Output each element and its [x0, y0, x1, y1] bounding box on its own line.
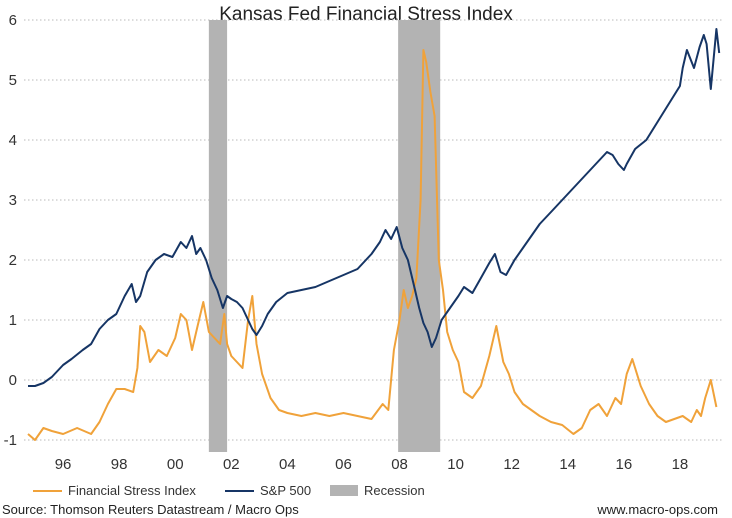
source-note: Source: Thomson Reuters Datastream / Mac… — [2, 502, 299, 517]
website-note: www.macro-ops.com — [596, 502, 718, 517]
recession-bands — [208, 20, 441, 452]
y-tick-label: 6 — [9, 12, 17, 29]
y-tick-label: 1 — [9, 312, 17, 329]
x-tick-label: 96 — [55, 456, 72, 473]
x-tick-label: 08 — [391, 456, 408, 473]
x-tick-label: 14 — [559, 456, 576, 473]
series-line-sp500 — [28, 28, 721, 387]
x-tick-label: 02 — [223, 456, 240, 473]
x-tick-label: 06 — [335, 456, 352, 473]
x-tick-label: 10 — [447, 456, 464, 473]
y-tick-label: 0 — [9, 372, 17, 389]
legend-swatch-recession — [330, 485, 358, 496]
y-tick-label: 2 — [9, 252, 17, 269]
gridlines — [24, 19, 722, 441]
x-tick-label: 04 — [279, 456, 296, 473]
x-tick-label: 12 — [503, 456, 520, 473]
y-axis-ticks: -1 0 1 2 3 4 5 6 — [4, 12, 17, 449]
y-tick-label: 4 — [9, 132, 17, 149]
recession-band — [208, 20, 228, 452]
series-lines — [27, 28, 721, 441]
chart-title: Kansas Fed Financial Stress Index — [219, 4, 513, 25]
legend-label-stress-index: Financial Stress Index — [68, 483, 196, 498]
x-tick-label: 00 — [167, 456, 184, 473]
series-line-stress-index — [27, 49, 718, 441]
y-tick-label: 3 — [9, 192, 17, 209]
x-tick-label: 98 — [111, 456, 128, 473]
x-tick-label: 18 — [672, 456, 689, 473]
y-tick-label: -1 — [4, 432, 17, 449]
x-tick-label: 16 — [616, 456, 633, 473]
legend-label-sp500: S&P 500 — [260, 483, 311, 498]
x-axis-ticks: 96 98 00 02 04 06 08 10 12 14 16 18 — [55, 456, 689, 473]
y-tick-label: 5 — [9, 72, 17, 89]
legend-label-recession: Recession — [364, 483, 425, 498]
legend: Financial Stress Index S&P 500 Recession — [33, 483, 425, 498]
